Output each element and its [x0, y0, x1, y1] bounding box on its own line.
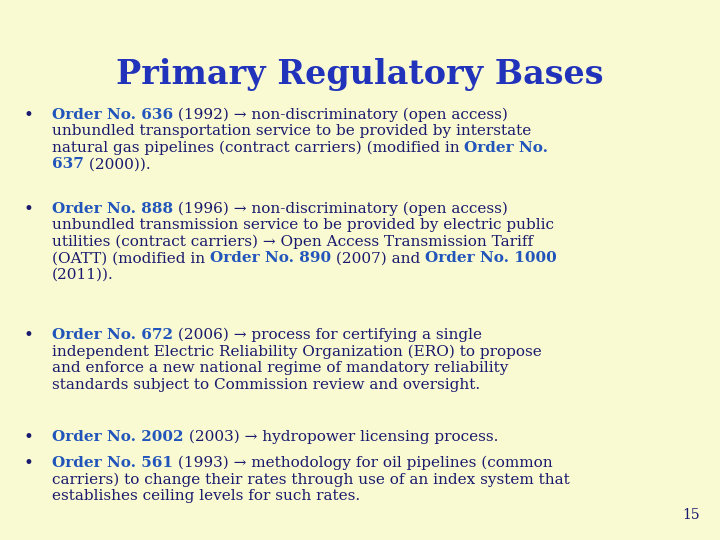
Text: Order No. 890: Order No. 890	[210, 252, 331, 266]
Text: •: •	[23, 327, 33, 344]
Text: (2007) and: (2007) and	[331, 252, 426, 266]
Text: independent Electric Reliability Organization (ERO) to propose: independent Electric Reliability Organiz…	[52, 345, 541, 359]
Text: (2006) → process for certifying a single: (2006) → process for certifying a single	[173, 328, 482, 342]
Text: 15: 15	[683, 508, 700, 522]
Text: Order No.: Order No.	[464, 141, 549, 155]
Text: (1993) → methodology for oil pipelines (common: (1993) → methodology for oil pipelines (…	[173, 456, 553, 470]
Text: (1992) → non-discriminatory (open access): (1992) → non-discriminatory (open access…	[173, 108, 508, 123]
Text: unbundled transportation service to be provided by interstate: unbundled transportation service to be p…	[52, 125, 531, 138]
Text: Order No. 1000: Order No. 1000	[426, 252, 557, 266]
Text: carriers) to change their rates through use of an index system that: carriers) to change their rates through …	[52, 472, 570, 487]
Text: Primary Regulatory Bases: Primary Regulatory Bases	[116, 58, 604, 91]
Text: standards subject to Commission review and oversight.: standards subject to Commission review a…	[52, 377, 480, 392]
Text: natural gas pipelines (contract carriers) (modified in: natural gas pipelines (contract carriers…	[52, 141, 464, 156]
Text: •: •	[23, 455, 33, 472]
Text: 637: 637	[52, 158, 84, 172]
Text: utilities (contract carriers) → Open Access Transmission Tariff: utilities (contract carriers) → Open Acc…	[52, 235, 533, 249]
Text: •: •	[23, 107, 33, 124]
Text: (OATT) (modified in: (OATT) (modified in	[52, 252, 210, 266]
Text: and enforce a new national regime of mandatory reliability: and enforce a new national regime of man…	[52, 361, 508, 375]
Text: establishes ceiling levels for such rates.: establishes ceiling levels for such rate…	[52, 489, 360, 503]
Text: (2003) → hydropower licensing process.: (2003) → hydropower licensing process.	[184, 430, 498, 444]
Text: Order No. 672: Order No. 672	[52, 328, 173, 342]
Text: (2011)).: (2011)).	[52, 268, 114, 282]
Text: unbundled transmission service to be provided by electric public: unbundled transmission service to be pro…	[52, 219, 554, 233]
Text: •: •	[23, 201, 33, 218]
Text: Order No. 2002: Order No. 2002	[52, 430, 184, 444]
Text: •: •	[23, 429, 33, 446]
Text: Order No. 561: Order No. 561	[52, 456, 173, 470]
Text: (2000)).: (2000)).	[84, 158, 150, 172]
Text: (1996) → non-discriminatory (open access): (1996) → non-discriminatory (open access…	[173, 202, 508, 217]
Text: Order No. 888: Order No. 888	[52, 202, 173, 216]
Text: Order No. 636: Order No. 636	[52, 108, 173, 122]
